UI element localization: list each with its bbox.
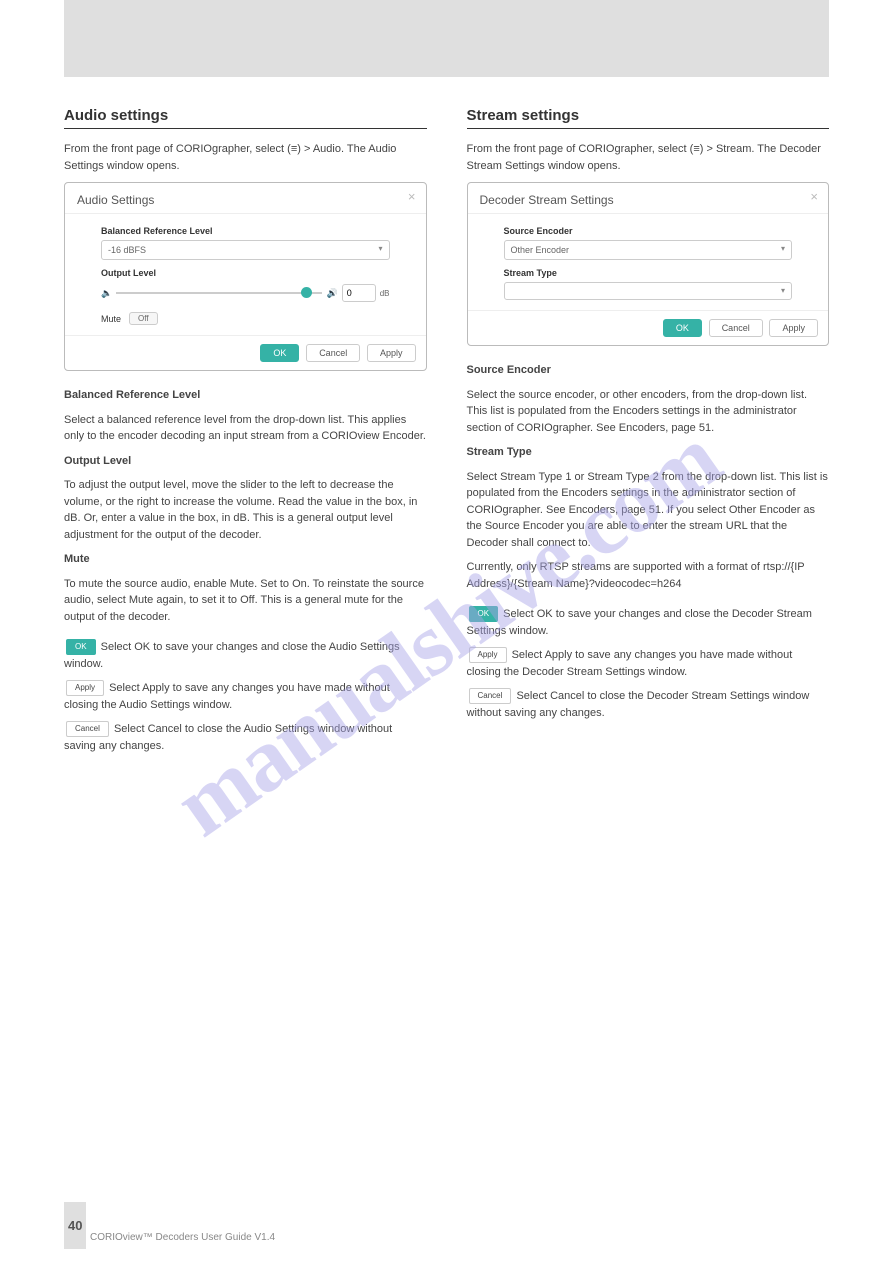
output-desc: To adjust the output level, move the sli… <box>64 477 427 543</box>
left-cancel-row: Cancel Select Cancel to close the Audio … <box>64 721 427 754</box>
stream-dialog-title: Decoder Stream Settings <box>468 183 829 214</box>
source-desc-title: Source Encoder <box>467 364 551 376</box>
left-cancel-desc: Select Cancel to close the Audio Setting… <box>64 723 392 752</box>
right-ok-desc: Select OK to save your changes and close… <box>467 608 812 637</box>
inline-cancel-btn: Cancel <box>66 721 109 737</box>
right-cancel-row: Cancel Select Cancel to close the Decode… <box>467 688 830 721</box>
stream-intro: From the front page of CORIOgrapher, sel… <box>467 141 830 174</box>
stream-desc2: Currently, only RTSP streams are support… <box>467 559 830 592</box>
volume-low-icon: 🔈 <box>101 288 112 299</box>
footer-text: CORIOview™ Decoders User Guide V1.4 <box>90 1232 275 1243</box>
audio-intro: From the front page of CORIOgrapher, sel… <box>64 141 427 174</box>
audio-settings-heading: Audio settings <box>64 107 427 129</box>
close-icon[interactable]: × <box>810 189 818 204</box>
left-ok-desc: Select OK to save your changes and close… <box>64 641 400 670</box>
inline-apply-btn: Apply <box>66 680 104 696</box>
audio-dialog-title: Audio Settings <box>65 183 426 214</box>
output-desc-title: Output Level <box>64 455 131 467</box>
close-icon[interactable]: × <box>408 189 416 204</box>
audio-settings-dialog: × Audio Settings Balanced Reference Leve… <box>64 182 427 371</box>
mute-label: Mute <box>101 314 121 324</box>
apply-button[interactable]: Apply <box>367 344 416 362</box>
balanced-desc-title: Balanced Reference Level <box>64 389 200 401</box>
source-encoder-label: Source Encoder <box>504 226 793 236</box>
output-level-label: Output Level <box>101 268 390 278</box>
output-level-slider[interactable] <box>116 292 322 294</box>
right-cancel-desc: Select Cancel to close the Decoder Strea… <box>467 690 810 719</box>
inline-cancel-btn: Cancel <box>469 688 512 704</box>
balanced-level-label: Balanced Reference Level <box>101 226 390 236</box>
stream-desc-title: Stream Type <box>467 446 532 458</box>
stream-settings-heading: Stream settings <box>467 107 830 129</box>
right-ok-row: OK Select OK to save your changes and cl… <box>467 606 830 639</box>
decoder-stream-dialog: × Decoder Stream Settings Source Encoder… <box>467 182 830 346</box>
balanced-level-select[interactable]: -16 dBFS <box>101 240 390 260</box>
db-unit: dB <box>380 289 390 298</box>
left-apply-desc: Select Apply to save any changes you hav… <box>64 682 390 711</box>
cancel-button[interactable]: Cancel <box>306 344 360 362</box>
right-apply-row: Apply Select Apply to save any changes y… <box>467 647 830 680</box>
stream-desc: Select Stream Type 1 or Stream Type 2 fr… <box>467 469 830 552</box>
left-apply-row: Apply Select Apply to save any changes y… <box>64 680 427 713</box>
source-desc: Select the source encoder, or other enco… <box>467 387 830 437</box>
left-column: Audio settings From the front page of CO… <box>64 107 427 762</box>
ok-button[interactable]: OK <box>663 319 702 337</box>
header-banner <box>64 0 829 77</box>
mute-toggle[interactable]: Off <box>129 312 158 325</box>
cancel-button[interactable]: Cancel <box>709 319 763 337</box>
output-level-input[interactable] <box>342 284 376 302</box>
left-ok-row: OK Select OK to save your changes and cl… <box>64 639 427 672</box>
stream-type-select[interactable] <box>504 282 793 300</box>
inline-ok-btn: OK <box>66 639 96 655</box>
ok-button[interactable]: OK <box>260 344 299 362</box>
inline-apply-btn: Apply <box>469 647 507 663</box>
stream-type-label: Stream Type <box>504 268 793 278</box>
source-encoder-select[interactable]: Other Encoder <box>504 240 793 260</box>
apply-button[interactable]: Apply <box>769 319 818 337</box>
page-number: 40 <box>64 1202 86 1249</box>
slider-thumb[interactable] <box>301 287 312 298</box>
right-apply-desc: Select Apply to save any changes you hav… <box>467 649 793 678</box>
right-column: Stream settings From the front page of C… <box>467 107 830 762</box>
inline-ok-btn: OK <box>469 606 499 622</box>
mute-desc: To mute the source audio, enable Mute. S… <box>64 576 427 626</box>
volume-high-icon: 🔊 <box>326 288 337 299</box>
balanced-desc: Select a balanced reference level from t… <box>64 412 427 445</box>
mute-desc-title: Mute <box>64 553 90 565</box>
